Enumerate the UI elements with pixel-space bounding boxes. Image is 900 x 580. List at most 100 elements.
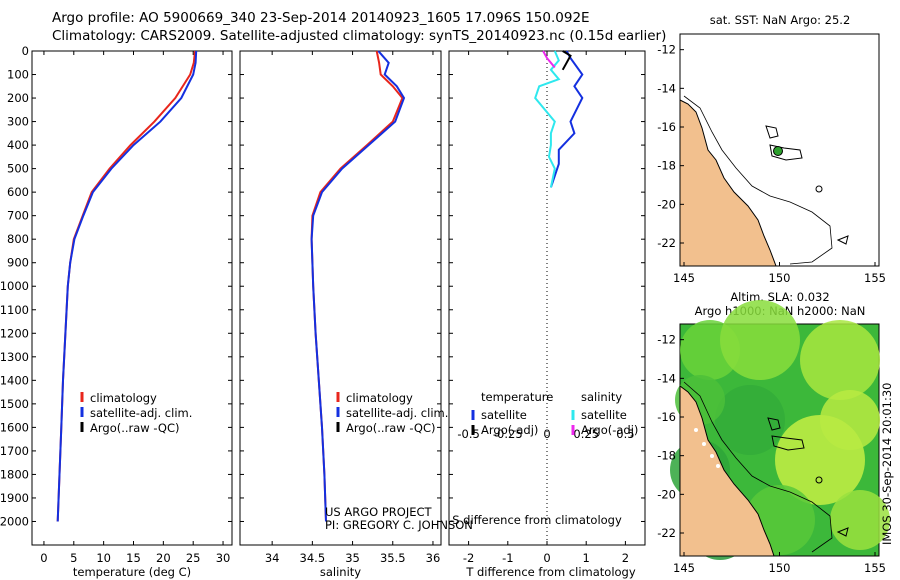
climatology-title: Climatology: CARS2009. Satellite-adjuste… xyxy=(52,28,667,44)
island-dot xyxy=(716,464,720,468)
depth-tick-label: 1500 xyxy=(0,397,29,411)
depth-tick-label: 600 xyxy=(7,185,29,199)
lat-tick-label: -14 xyxy=(657,371,676,385)
lat-tick-label: -16 xyxy=(657,410,676,424)
series-satellite-adj-clim- xyxy=(56,50,198,522)
series-climatology xyxy=(56,50,196,522)
island-dot xyxy=(702,442,706,446)
depth-tick-label: 900 xyxy=(7,256,29,270)
sst-map-title: sat. SST: NaN Argo: 25.2 xyxy=(710,13,851,27)
depth-tick-label: 1900 xyxy=(0,491,29,505)
sla-map: Altim. SLA: 0.032 Argo h1000: NaN h2000:… xyxy=(657,290,890,575)
depth-tick-label: 300 xyxy=(7,115,29,129)
depth-tick-label: 1400 xyxy=(0,373,29,387)
legend-label: Argo(-adj) xyxy=(581,423,638,437)
difference-xlabel: T difference from climatology xyxy=(465,565,636,579)
imos-timestamp: IMOS 30-Sep-2014 20:01:30 xyxy=(880,382,894,546)
x-tick-label: -1 xyxy=(502,551,513,565)
legend-label: Argo(..raw -QC) xyxy=(90,421,180,435)
lon-tick-label: 150 xyxy=(769,271,791,285)
reef-island xyxy=(765,125,779,139)
reef-island xyxy=(836,527,849,537)
s-tick-label: -0.5 xyxy=(457,427,479,441)
lat-tick-label: -16 xyxy=(657,120,676,134)
x-tick-label: 15 xyxy=(126,551,141,565)
series-s-argo xyxy=(542,50,556,69)
reef-island xyxy=(815,185,823,193)
difference-frame xyxy=(448,50,646,546)
depth-tick-label: 1700 xyxy=(0,444,29,458)
panel-salinity: 34 34.5 35 35.5 36 salinity climatologysatelli… xyxy=(239,50,473,579)
temperature-xlabel: temperature (deg C) xyxy=(73,565,191,579)
lat-tick-label: -12 xyxy=(657,43,676,57)
legend-label: Argo(-adj) xyxy=(481,423,538,437)
sla-field-patch xyxy=(720,300,800,380)
x-tick-label: 10 xyxy=(96,551,111,565)
depth-tick-label: 100 xyxy=(7,68,29,82)
reef-contour xyxy=(683,95,833,265)
depth-tick-label: 1800 xyxy=(0,467,29,481)
lat-tick-label: -18 xyxy=(657,159,676,173)
lon-tick-label: 145 xyxy=(673,561,695,575)
depth-tick-label: 500 xyxy=(7,162,29,176)
depth-tick-label: 700 xyxy=(7,209,29,223)
legend-label: satellite xyxy=(481,408,527,422)
reef-contour xyxy=(683,381,833,553)
s-tick-label: 0.5 xyxy=(616,427,634,441)
depth-tick-label: 2000 xyxy=(0,514,29,528)
depth-tick-label: 0 xyxy=(22,44,29,58)
series-t-satellite xyxy=(549,50,584,188)
lat-tick-label: -20 xyxy=(657,197,676,211)
argo-float-marker xyxy=(773,146,783,156)
australia-coast xyxy=(679,385,775,557)
x-tick-label: 36 xyxy=(426,551,441,565)
island-dot xyxy=(694,428,698,432)
s-difference-label: S difference from climatology xyxy=(452,513,622,527)
reef-island xyxy=(836,235,849,245)
sla-field-patch xyxy=(715,385,785,455)
sla-field-patch xyxy=(800,320,880,400)
x-tick-label: 5 xyxy=(70,551,77,565)
legend-salinity-title: salinity xyxy=(581,390,622,404)
lat-tick-label: -22 xyxy=(657,526,676,540)
lat-tick-label: -14 xyxy=(657,81,676,95)
depth-tick-label: 1100 xyxy=(0,303,29,317)
legend-label: climatology xyxy=(346,391,413,405)
profile-title: Argo profile: AO 5900669_340 23-Sep-2014… xyxy=(52,10,590,26)
pi-annotation: PI: GREGORY C. JOHNSON xyxy=(325,518,473,532)
island-dot xyxy=(710,454,714,458)
x-tick-label: 34 xyxy=(265,551,280,565)
series-climatology xyxy=(310,50,404,522)
reef-island xyxy=(769,144,803,161)
sst-map: sat. SST: NaN Argo: 25.2 -12 -14 -16 -18 -20… xyxy=(657,13,886,285)
legend-label: Argo(..raw -QC) xyxy=(346,421,436,435)
australia-coast xyxy=(679,99,777,267)
legend-label: satellite xyxy=(581,408,627,422)
lon-tick-label: 150 xyxy=(769,561,791,575)
sla-field-patch xyxy=(820,390,880,450)
legend-temperature-title: temperature xyxy=(481,390,553,404)
pi-annotation: US ARGO PROJECT xyxy=(325,505,433,519)
x-tick-label: 30 xyxy=(216,551,231,565)
depth-tick-label: 400 xyxy=(7,138,29,152)
x-tick-label: 35.5 xyxy=(380,551,406,565)
lon-tick-label: 145 xyxy=(673,271,695,285)
depth-tick-label: 1000 xyxy=(0,279,29,293)
series-t-argo xyxy=(561,50,572,71)
sla-map-title-1: Altim. SLA: 0.032 xyxy=(730,290,829,304)
legend-label: satellite-adj. clim. xyxy=(90,406,192,420)
reef-island xyxy=(767,417,781,431)
depth-tick-label: 1200 xyxy=(0,326,29,340)
series-satellite-adj-clim- xyxy=(310,50,406,522)
salinity-xlabel: salinity xyxy=(320,565,361,579)
x-tick-label: 20 xyxy=(156,551,171,565)
s-tick-label: -0.25 xyxy=(493,427,523,441)
panel-temperature: 0100200300400500600700800900100011001200… xyxy=(0,44,233,579)
x-tick-label: -2 xyxy=(463,551,474,565)
x-tick-label: 1 xyxy=(583,551,590,565)
s-tick-label: 0.25 xyxy=(573,427,599,441)
lat-tick-label: -22 xyxy=(657,236,676,250)
x-tick-label: 34.5 xyxy=(300,551,326,565)
salinity-frame xyxy=(239,50,442,546)
